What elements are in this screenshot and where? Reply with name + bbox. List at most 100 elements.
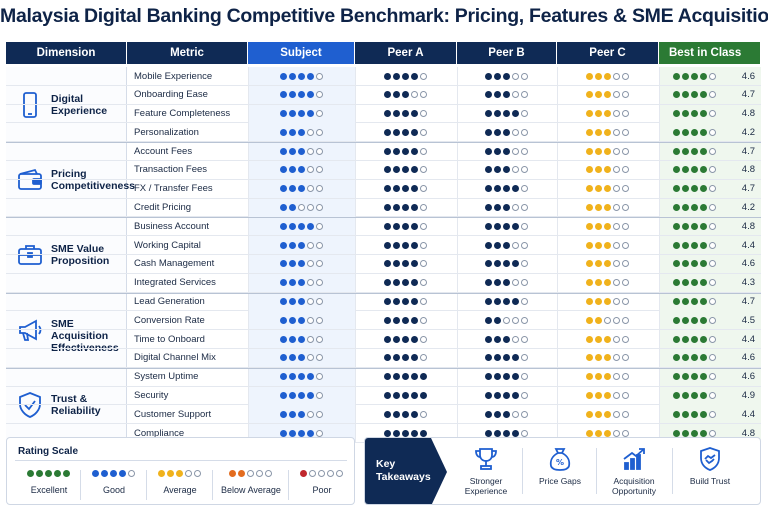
- rating-dot-filled: [595, 373, 602, 381]
- rating-dot-filled: [109, 469, 117, 477]
- rating-dots: [384, 204, 429, 212]
- subject-rating: [248, 348, 355, 367]
- table-row[interactable]: Business Account 4.8: [6, 217, 761, 237]
- takeaway-item[interactable]: Stronger Experience: [449, 438, 523, 504]
- rating-dots: [485, 429, 530, 437]
- rating-dots: [384, 354, 429, 362]
- table-row[interactable]: FX / Transfer Fees 4.7: [6, 179, 761, 199]
- rating-dot-filled: [393, 410, 400, 418]
- rating-dot-filled: [700, 110, 707, 118]
- peer-a-rating: [355, 236, 457, 255]
- rating-dot-filled: [53, 469, 61, 477]
- rating-dot-filled: [288, 204, 296, 212]
- header-dimension[interactable]: Dimension: [6, 42, 127, 64]
- takeaway-item[interactable]: Build Trust: [673, 438, 747, 504]
- rating-dot-empty: [622, 110, 629, 118]
- rating-dot-empty: [613, 166, 620, 174]
- rating-dot-empty: [306, 166, 314, 174]
- rating-dot-filled: [673, 373, 680, 381]
- table-row[interactable]: Customer Support 4.4: [6, 405, 761, 425]
- peer-a-rating: [355, 292, 457, 311]
- table-row[interactable]: System Uptime 4.6: [6, 367, 761, 387]
- rating-dot-empty: [613, 298, 620, 306]
- peer-c-rating: [557, 292, 659, 311]
- best-in-class-score: 4.7: [741, 183, 755, 195]
- rating-dot-filled: [595, 354, 602, 362]
- rating-dot-filled: [384, 204, 391, 212]
- peer-c-rating: [557, 217, 659, 236]
- rating-level-dots: [214, 468, 288, 478]
- rating-dot-filled: [306, 373, 314, 381]
- table-row[interactable]: Account Fees 4.7: [6, 142, 761, 161]
- rating-dot-filled: [691, 279, 698, 287]
- table-row[interactable]: Mobile Experience 4.6: [6, 67, 761, 86]
- rating-dot-filled: [288, 260, 296, 268]
- rating-dot-filled: [393, 373, 400, 381]
- table-row[interactable]: Digital Channel Mix 4.6: [6, 348, 761, 368]
- rating-dot-filled: [682, 241, 689, 249]
- rating-dot-empty: [315, 147, 323, 155]
- rating-dot-filled: [503, 128, 510, 136]
- rating-dot-empty: [315, 185, 323, 193]
- rating-dot-filled: [384, 410, 391, 418]
- table-row[interactable]: Onboarding Ease 4.7: [6, 85, 761, 105]
- rating-dot-filled: [494, 279, 501, 287]
- rating-dot-filled: [297, 110, 305, 118]
- rating-dot-empty: [613, 260, 620, 268]
- rating-dots: [279, 110, 325, 118]
- table-row[interactable]: Conversion Rate 4.5: [6, 311, 761, 331]
- rating-dot-empty: [521, 279, 528, 287]
- rating-dot-empty: [297, 204, 305, 212]
- rating-dot-filled: [673, 429, 680, 437]
- header-subject[interactable]: Subject: [248, 42, 355, 64]
- table-row[interactable]: Credit Pricing 4.2: [6, 198, 761, 218]
- metric-label: Onboarding Ease: [134, 89, 208, 101]
- takeaway-item[interactable]: Acquisition Opportunity: [597, 438, 671, 504]
- header-peer-c[interactable]: Peer C: [557, 42, 659, 64]
- rating-dot-filled: [279, 260, 287, 268]
- rating-dot-filled: [673, 166, 680, 174]
- table-row[interactable]: Lead Generation 4.7: [6, 292, 761, 312]
- rating-dots: [485, 166, 530, 174]
- header-peer-b[interactable]: Peer B: [457, 42, 557, 64]
- rating-dot-filled: [586, 185, 593, 193]
- rating-dot-filled: [393, 222, 400, 230]
- rating-dot-empty: [315, 222, 323, 230]
- rating-dots: [279, 335, 325, 343]
- table-row[interactable]: Integrated Services 4.3: [6, 273, 761, 293]
- rating-dots: [673, 91, 718, 99]
- rating-dot-filled: [691, 354, 698, 362]
- rating-dot-empty: [315, 298, 323, 306]
- peer-a-rating: [355, 217, 457, 236]
- rating-dot-filled: [700, 222, 707, 230]
- rating-dot-filled: [485, 72, 492, 80]
- table-row[interactable]: Feature Completeness 4.8: [6, 104, 761, 124]
- header-peer-a[interactable]: Peer A: [355, 42, 457, 64]
- divider: [212, 470, 213, 500]
- rating-dot-filled: [297, 279, 305, 287]
- table-row[interactable]: Time to Onboard 4.4: [6, 330, 761, 349]
- table-row[interactable]: Transaction Fees 4.8: [6, 160, 761, 180]
- divider: [672, 448, 673, 494]
- header-best-in-class[interactable]: Best in Class: [659, 42, 761, 64]
- rating-dot-filled: [420, 429, 427, 437]
- table-row[interactable]: Personalization 4.2: [6, 123, 761, 143]
- rating-dots: [673, 204, 718, 212]
- rating-dot-filled: [682, 392, 689, 400]
- table-row[interactable]: Working Capital 4.4: [6, 236, 761, 255]
- rating-level-label: Poor: [312, 485, 332, 495]
- rating-dot-filled: [595, 222, 602, 230]
- rating-dot-filled: [402, 373, 409, 381]
- rating-dot-filled: [494, 222, 501, 230]
- rating-dot-filled: [595, 316, 602, 324]
- rating-dots: [586, 298, 631, 306]
- rating-dot-filled: [393, 260, 400, 268]
- header-metric[interactable]: Metric: [127, 42, 248, 64]
- table-row[interactable]: Security 4.9: [6, 386, 761, 406]
- rating-scale-title: Rating Scale: [18, 446, 79, 457]
- takeaway-item[interactable]: % Price Gaps: [523, 438, 597, 504]
- table-row[interactable]: Cash Management 4.6: [6, 254, 761, 274]
- rating-dot-empty: [246, 469, 254, 477]
- subject-rating: [248, 142, 355, 161]
- best-in-class-score: 4.8: [741, 164, 755, 176]
